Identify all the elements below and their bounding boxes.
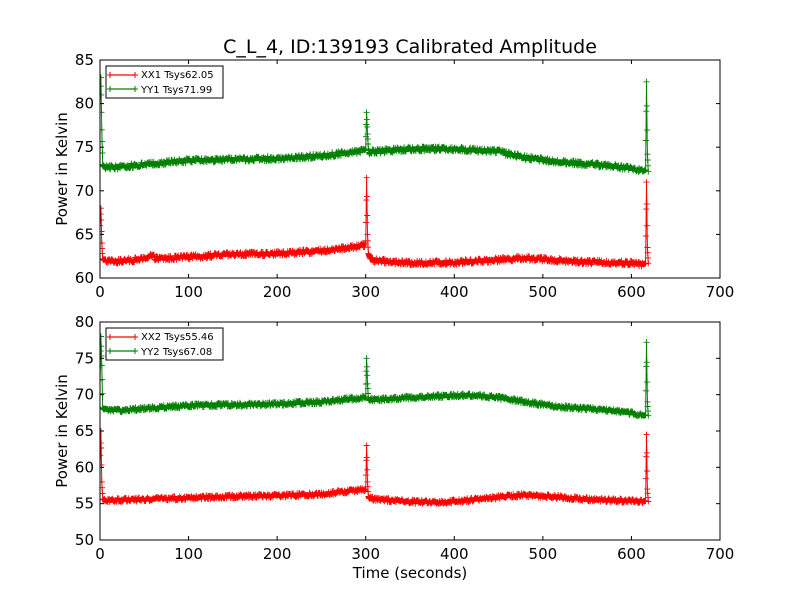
top-panel-ticks: 0 100 200 300 400 500 600 700 60 65 70 75 80 85	[75, 51, 734, 301]
bottom-x-tick-label: 700	[706, 545, 735, 563]
legend-marker	[107, 334, 113, 340]
top-x-tick-label: 600	[617, 283, 646, 301]
top-y-tick-label: 65	[75, 225, 94, 243]
top-y-tick-label: 75	[75, 138, 94, 156]
bottom-y-tick-label: 55	[75, 495, 94, 513]
legend-marker	[132, 348, 138, 354]
top-panel-y-label: Power in Kelvin	[53, 112, 71, 226]
top-x-tick-label: 400	[440, 283, 469, 301]
bottom-y-tick-label: 65	[75, 422, 94, 440]
bottom-y-tick-label: 75	[75, 349, 94, 367]
top-x-tick-label: 700	[706, 283, 735, 301]
bottom-y-tick-label: 60	[75, 458, 94, 476]
legend-marker	[107, 348, 113, 354]
bottom-x-tick-label: 500	[529, 545, 558, 563]
top-panel-frame	[99, 59, 721, 279]
legend-box	[105, 65, 224, 99]
bottom-y-tick-label: 70	[75, 386, 94, 404]
top-series-markers-0	[100, 174, 652, 270]
legend-label-xx2: XX2 Tsys55.46	[141, 332, 214, 343]
top-x-tick-label: 500	[529, 283, 558, 301]
top-panel: 0 100 200 300 400 500 600 700 60 65 70 75 80 85 Power…	[53, 51, 734, 301]
chart-title: C_L_4, ID:139193 Calibrated Amplitude	[223, 36, 597, 58]
bottom-x-tick-label: 100	[174, 545, 203, 563]
top-y-tick-label: 70	[75, 182, 94, 200]
bottom-series-markers-1	[100, 333, 652, 420]
legend-label-yy2: YY2 Tsys67.08	[140, 347, 212, 358]
top-x-tick-label: 300	[351, 283, 380, 301]
top-panel-series	[100, 74, 652, 270]
legend-label-yy1: YY1 Tsys71.99	[140, 85, 212, 96]
bottom-panel: 0 100 200 300 400 500 600 700 50 55 60 65 70 75 80 Pow…	[53, 313, 734, 582]
legend-marker	[132, 334, 138, 340]
bottom-x-tick-label: 400	[440, 545, 469, 563]
bottom-panel-y-label: Power in Kelvin	[53, 374, 71, 488]
bottom-y-tick-label: 50	[75, 531, 94, 549]
top-panel-legend: XX1 Tsys62.05 YY1 Tsys71.99	[105, 65, 224, 99]
legend-marker	[107, 72, 113, 78]
legend-box	[105, 327, 224, 361]
bottom-x-tick-label: 600	[617, 545, 646, 563]
top-y-tick-label: 85	[75, 51, 94, 69]
top-series-markers-1	[100, 74, 652, 175]
bottom-series-markers-0	[100, 428, 652, 507]
x-axis-label: Time (seconds)	[352, 564, 468, 582]
bottom-x-tick-label: 200	[263, 545, 292, 563]
top-x-tick-label: 200	[263, 283, 292, 301]
top-x-tick-label: 100	[174, 283, 203, 301]
bottom-x-tick-label: 300	[351, 545, 380, 563]
legend-label-xx1: XX1 Tsys62.05	[141, 70, 214, 81]
top-y-tick-label: 60	[75, 269, 94, 287]
top-y-tick-label: 80	[75, 95, 94, 113]
legend-marker	[132, 72, 138, 78]
bottom-panel-legend: XX2 Tsys55.46 YY2 Tsys67.08	[105, 327, 224, 361]
bottom-panel-series	[100, 333, 652, 507]
bottom-y-tick-label: 80	[75, 313, 94, 331]
bottom-panel-ticks: 0 100 200 300 400 500 600 700 50 55 60 65 70 75 80	[75, 313, 734, 563]
bottom-x-tick-label: 0	[95, 545, 105, 563]
legend-marker	[107, 86, 113, 92]
legend-marker	[132, 86, 138, 92]
top-x-tick-label: 0	[95, 283, 105, 301]
